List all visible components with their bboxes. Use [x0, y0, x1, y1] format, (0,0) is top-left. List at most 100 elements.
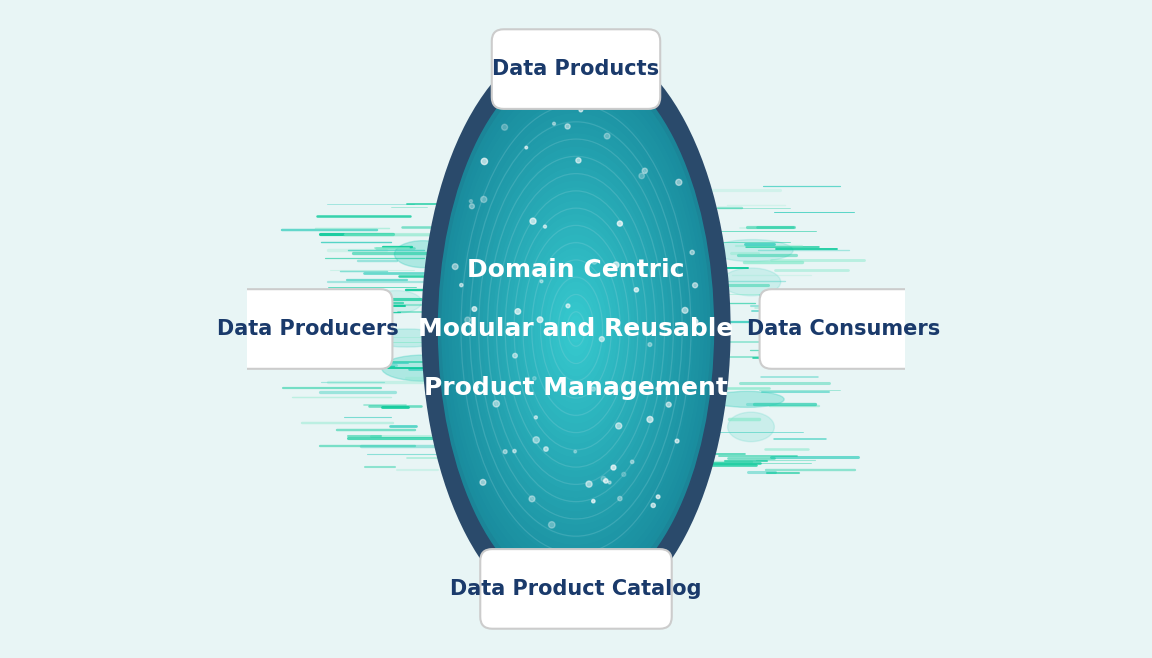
Ellipse shape: [465, 113, 687, 545]
Circle shape: [529, 496, 535, 502]
Circle shape: [586, 481, 592, 487]
Circle shape: [608, 481, 611, 484]
Ellipse shape: [545, 268, 607, 390]
Text: Data Consumers: Data Consumers: [748, 319, 940, 339]
Ellipse shape: [500, 180, 652, 478]
Ellipse shape: [566, 309, 586, 349]
Ellipse shape: [497, 174, 655, 484]
Circle shape: [480, 480, 486, 485]
Circle shape: [601, 476, 606, 482]
Circle shape: [533, 437, 539, 443]
Text: Data Producers: Data Producers: [218, 319, 399, 339]
Text: Domain Centric: Domain Centric: [468, 258, 684, 282]
Ellipse shape: [528, 235, 624, 424]
Ellipse shape: [371, 291, 422, 313]
Ellipse shape: [559, 295, 593, 363]
Text: Product Management: Product Management: [424, 376, 728, 400]
Ellipse shape: [541, 261, 611, 396]
Circle shape: [548, 522, 555, 528]
Ellipse shape: [367, 329, 446, 347]
Ellipse shape: [531, 241, 621, 417]
Circle shape: [566, 304, 570, 308]
Ellipse shape: [462, 107, 690, 551]
Ellipse shape: [438, 59, 714, 599]
Ellipse shape: [722, 268, 781, 296]
Circle shape: [602, 549, 606, 552]
Circle shape: [456, 390, 460, 392]
Circle shape: [564, 124, 570, 129]
Text: Modular and Reusable: Modular and Reusable: [418, 317, 734, 341]
Ellipse shape: [503, 188, 649, 470]
Circle shape: [682, 307, 688, 313]
Ellipse shape: [524, 228, 628, 430]
Ellipse shape: [535, 248, 617, 410]
Circle shape: [605, 90, 608, 93]
Circle shape: [513, 353, 517, 358]
Circle shape: [615, 423, 622, 429]
Ellipse shape: [486, 154, 666, 504]
Ellipse shape: [510, 201, 642, 457]
Circle shape: [540, 280, 543, 283]
Circle shape: [635, 288, 638, 292]
Circle shape: [630, 460, 634, 463]
Circle shape: [574, 450, 576, 453]
Ellipse shape: [573, 322, 579, 336]
Ellipse shape: [514, 208, 638, 451]
Ellipse shape: [479, 140, 673, 518]
Circle shape: [544, 447, 548, 451]
Circle shape: [470, 204, 475, 209]
Circle shape: [591, 387, 596, 392]
Circle shape: [657, 387, 660, 391]
Circle shape: [639, 173, 644, 179]
Ellipse shape: [441, 66, 711, 592]
Ellipse shape: [490, 161, 662, 497]
Ellipse shape: [455, 93, 697, 565]
Circle shape: [604, 479, 608, 483]
Circle shape: [613, 262, 619, 268]
Circle shape: [647, 417, 653, 422]
Ellipse shape: [483, 147, 669, 511]
Ellipse shape: [711, 392, 785, 407]
Ellipse shape: [521, 221, 631, 437]
Circle shape: [617, 221, 622, 226]
Circle shape: [525, 103, 530, 107]
Circle shape: [460, 284, 463, 287]
Circle shape: [690, 250, 695, 255]
Circle shape: [592, 499, 596, 503]
Circle shape: [530, 218, 536, 224]
FancyBboxPatch shape: [492, 29, 660, 109]
Circle shape: [576, 158, 581, 163]
Ellipse shape: [569, 316, 583, 342]
Circle shape: [513, 449, 516, 453]
Circle shape: [617, 496, 622, 501]
FancyBboxPatch shape: [759, 290, 929, 368]
Circle shape: [535, 416, 538, 419]
Circle shape: [651, 503, 655, 507]
Ellipse shape: [555, 288, 597, 370]
Circle shape: [532, 376, 536, 380]
Circle shape: [515, 309, 521, 315]
Ellipse shape: [381, 355, 464, 381]
Ellipse shape: [552, 282, 600, 376]
Circle shape: [469, 199, 472, 203]
Ellipse shape: [562, 302, 590, 356]
Circle shape: [476, 386, 478, 389]
Circle shape: [537, 317, 543, 322]
Circle shape: [453, 264, 458, 270]
Circle shape: [605, 134, 609, 139]
Circle shape: [493, 401, 500, 407]
Ellipse shape: [445, 73, 707, 586]
Circle shape: [599, 337, 605, 342]
Circle shape: [611, 465, 616, 470]
Circle shape: [472, 307, 477, 311]
Circle shape: [579, 108, 583, 112]
Ellipse shape: [458, 99, 694, 558]
Text: Data Products: Data Products: [492, 59, 660, 79]
Ellipse shape: [712, 240, 793, 262]
FancyBboxPatch shape: [480, 549, 672, 629]
Ellipse shape: [476, 134, 676, 524]
Circle shape: [622, 472, 626, 476]
Ellipse shape: [448, 80, 704, 578]
Circle shape: [480, 196, 487, 203]
Ellipse shape: [548, 275, 604, 383]
